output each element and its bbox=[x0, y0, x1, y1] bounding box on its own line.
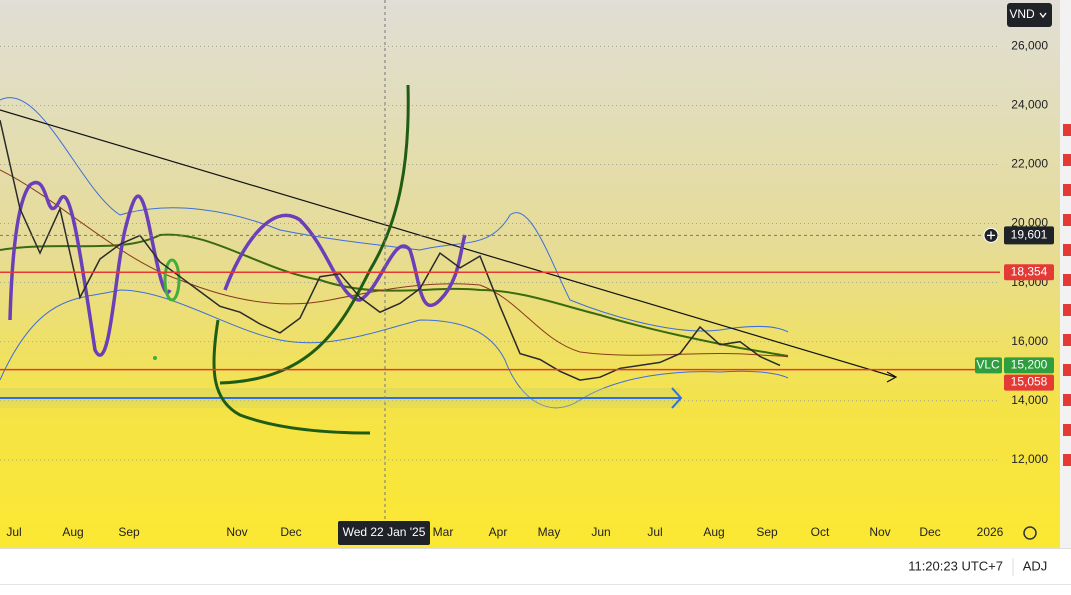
level-badge bbox=[1004, 374, 1054, 391]
x-tick-label: May bbox=[538, 525, 561, 539]
drawing-green-1 bbox=[219, 84, 410, 385]
trend-arrow bbox=[886, 371, 898, 383]
y-tick-label: 20,000 bbox=[1011, 216, 1048, 230]
crosshair-date-box bbox=[338, 521, 430, 545]
last-price-label: 15,200 bbox=[1011, 358, 1048, 372]
drawing-dot bbox=[153, 356, 157, 360]
x-tick-label: 2026 bbox=[977, 525, 1004, 539]
crosshair-price: 19,601 bbox=[1011, 228, 1048, 242]
x-tick-label: Aug bbox=[62, 525, 83, 539]
currency-button[interactable] bbox=[1007, 3, 1052, 27]
x-tick-label: Nov bbox=[869, 525, 890, 539]
status-bar bbox=[0, 548, 1071, 595]
crosshair-price-box bbox=[1004, 226, 1054, 245]
y-tick-label: 14,000 bbox=[1011, 393, 1048, 407]
trend-line bbox=[0, 109, 896, 378]
x-tick-label: Sep bbox=[756, 525, 778, 539]
y-tick-label: 24,000 bbox=[1011, 98, 1048, 112]
moving-average-long bbox=[0, 233, 789, 357]
level-label: 15,058 bbox=[1011, 375, 1048, 389]
lower-band bbox=[0, 289, 789, 409]
y-tick-label: 26,000 bbox=[1011, 38, 1048, 52]
currency-label: VND bbox=[1009, 7, 1035, 21]
last-price-badge bbox=[1004, 357, 1054, 374]
adjust-toggle[interactable]: ADJ bbox=[1023, 558, 1048, 573]
drawing-purple-1 bbox=[8, 180, 172, 357]
x-tick-label: Jul bbox=[6, 525, 21, 539]
symbol-badge bbox=[975, 357, 1002, 374]
x-tick-label: Sep bbox=[118, 525, 140, 539]
x-tick-label: Mar bbox=[433, 525, 454, 539]
x-tick-label: Dec bbox=[919, 525, 940, 539]
level-label: 18,354 bbox=[1011, 264, 1048, 278]
drawing-green-2 bbox=[212, 319, 371, 435]
settings-icon[interactable] bbox=[1023, 526, 1037, 540]
x-tick-label: Aug bbox=[703, 525, 724, 539]
crosshair-date: Wed 22 Jan '25 bbox=[343, 525, 426, 539]
y-tick-label: 12,000 bbox=[1011, 452, 1048, 466]
upper-band bbox=[0, 97, 789, 333]
x-tick-label: Jun bbox=[591, 525, 610, 539]
y-tick-label: 16,000 bbox=[1011, 334, 1048, 348]
x-tick-label: Oct bbox=[811, 525, 830, 539]
level-badge bbox=[1004, 264, 1054, 281]
y-tick-label: 22,000 bbox=[1011, 157, 1048, 171]
symbol-label: VLC bbox=[976, 358, 1000, 372]
support-arrow bbox=[671, 387, 683, 409]
grid bbox=[0, 45, 1000, 461]
x-tick-label: Nov bbox=[226, 525, 247, 539]
marks bbox=[0, 120, 1000, 381]
drawing-purple-2 bbox=[223, 213, 467, 308]
clock: 11:20:23 UTC+7 bbox=[908, 558, 1003, 573]
x-tick-label: Jul bbox=[647, 525, 662, 539]
currency-caret bbox=[1039, 12, 1047, 19]
x-tick-label: Apr bbox=[489, 525, 508, 539]
add-alert-plus bbox=[987, 231, 995, 240]
x-tick-label: Dec bbox=[280, 525, 301, 539]
drawing-circle bbox=[163, 258, 181, 302]
side-icons bbox=[1063, 124, 1071, 466]
price-line bbox=[0, 120, 781, 381]
